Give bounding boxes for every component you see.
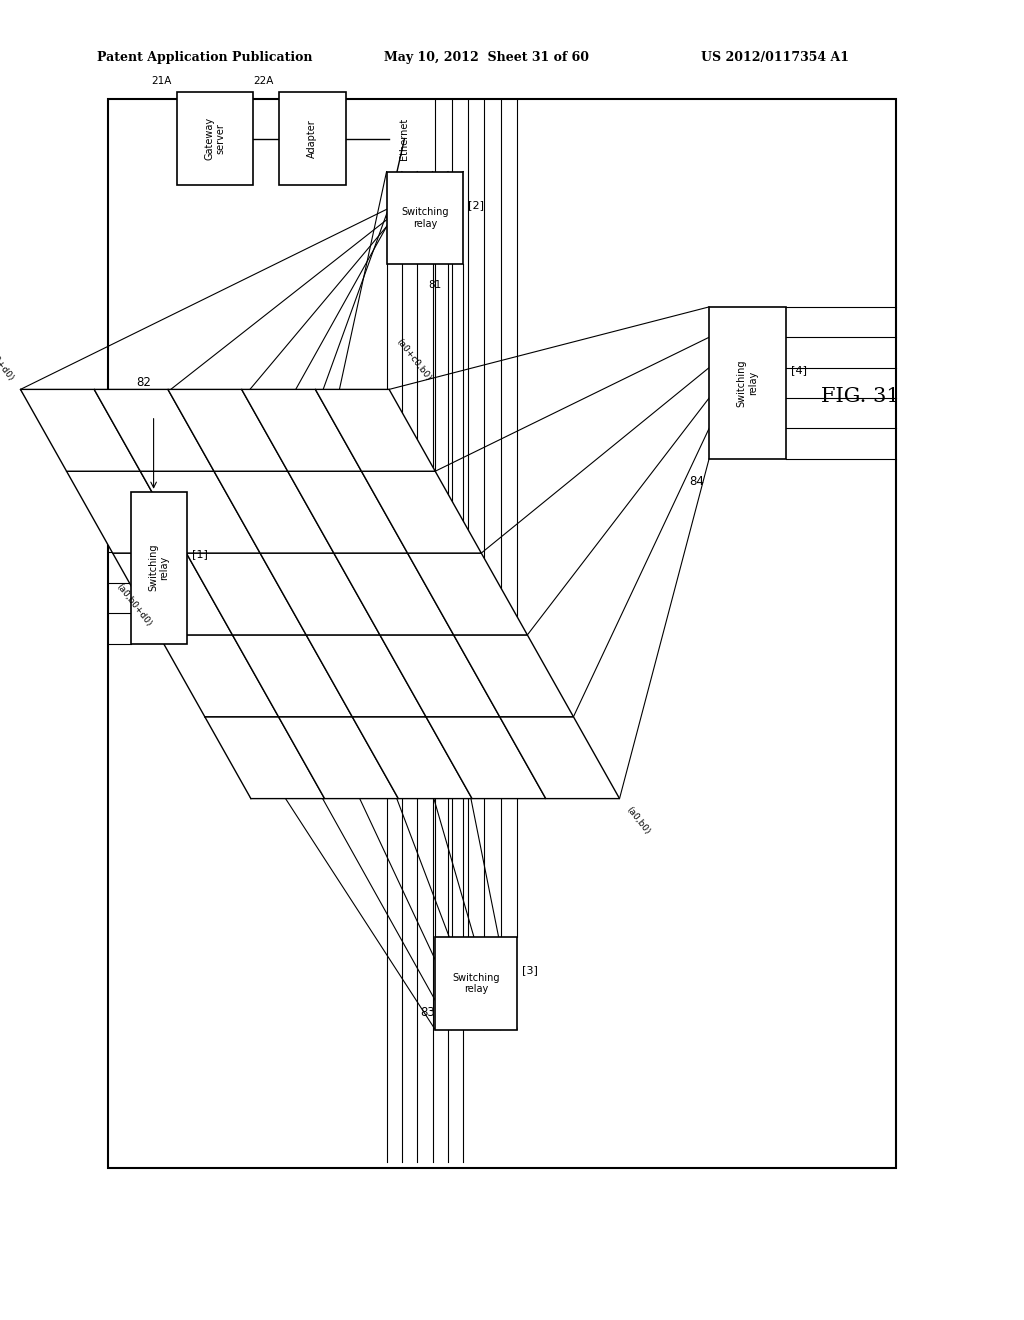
Bar bbox=[131, 492, 186, 644]
Polygon shape bbox=[279, 717, 398, 799]
Bar bbox=[387, 172, 463, 264]
Polygon shape bbox=[113, 553, 232, 635]
Text: [2]: [2] bbox=[468, 199, 484, 210]
Text: 21A: 21A bbox=[152, 75, 171, 86]
Text: Gateway
server: Gateway server bbox=[204, 117, 226, 160]
Text: 22A: 22A bbox=[254, 75, 273, 86]
Polygon shape bbox=[426, 717, 546, 799]
Bar bbox=[176, 92, 254, 185]
Text: 84: 84 bbox=[689, 475, 705, 488]
Bar bbox=[279, 92, 345, 185]
Text: [3]: [3] bbox=[522, 965, 539, 975]
Polygon shape bbox=[260, 553, 380, 635]
Polygon shape bbox=[168, 389, 288, 471]
Polygon shape bbox=[500, 717, 620, 799]
Text: Switching
relay: Switching relay bbox=[147, 544, 170, 591]
Polygon shape bbox=[214, 471, 334, 553]
Text: (a0,+c0,b0+d0): (a0,+c0,b0+d0) bbox=[0, 321, 15, 383]
Bar bbox=[709, 308, 786, 459]
Polygon shape bbox=[232, 635, 352, 717]
Polygon shape bbox=[306, 635, 426, 717]
Text: Switching
relay: Switching relay bbox=[401, 207, 449, 228]
Text: 82: 82 bbox=[136, 376, 152, 389]
Text: [4]: [4] bbox=[791, 364, 807, 375]
Text: Switching
relay: Switching relay bbox=[453, 973, 500, 994]
Polygon shape bbox=[352, 717, 472, 799]
Text: Ethernet: Ethernet bbox=[399, 117, 410, 160]
Text: (a0,b0): (a0,b0) bbox=[625, 805, 651, 837]
Polygon shape bbox=[454, 635, 573, 717]
Polygon shape bbox=[380, 635, 500, 717]
Bar bbox=[108, 99, 896, 1168]
Text: Adapter: Adapter bbox=[307, 119, 317, 158]
Polygon shape bbox=[334, 553, 454, 635]
Polygon shape bbox=[94, 389, 214, 471]
Polygon shape bbox=[408, 553, 527, 635]
Polygon shape bbox=[361, 471, 481, 553]
Polygon shape bbox=[186, 553, 306, 635]
Polygon shape bbox=[159, 635, 279, 717]
Polygon shape bbox=[205, 717, 325, 799]
Text: May 10, 2012  Sheet 31 of 60: May 10, 2012 Sheet 31 of 60 bbox=[384, 50, 589, 63]
Polygon shape bbox=[20, 389, 140, 471]
Polygon shape bbox=[242, 389, 361, 471]
Text: [1]: [1] bbox=[193, 549, 208, 560]
Text: (a0,b0+d0): (a0,b0+d0) bbox=[115, 582, 154, 628]
Text: (a0+c0,b0): (a0+c0,b0) bbox=[394, 338, 432, 383]
Text: 83: 83 bbox=[421, 1006, 435, 1019]
Polygon shape bbox=[288, 471, 408, 553]
Text: 81: 81 bbox=[429, 280, 441, 290]
Polygon shape bbox=[67, 471, 186, 553]
Text: FIG. 31: FIG. 31 bbox=[821, 387, 899, 405]
Text: Patent Application Publication: Patent Application Publication bbox=[97, 50, 312, 63]
Polygon shape bbox=[315, 389, 435, 471]
Text: Switching
relay: Switching relay bbox=[736, 359, 759, 407]
Text: US 2012/0117354 A1: US 2012/0117354 A1 bbox=[701, 50, 850, 63]
Polygon shape bbox=[140, 471, 260, 553]
Bar bbox=[435, 937, 517, 1030]
